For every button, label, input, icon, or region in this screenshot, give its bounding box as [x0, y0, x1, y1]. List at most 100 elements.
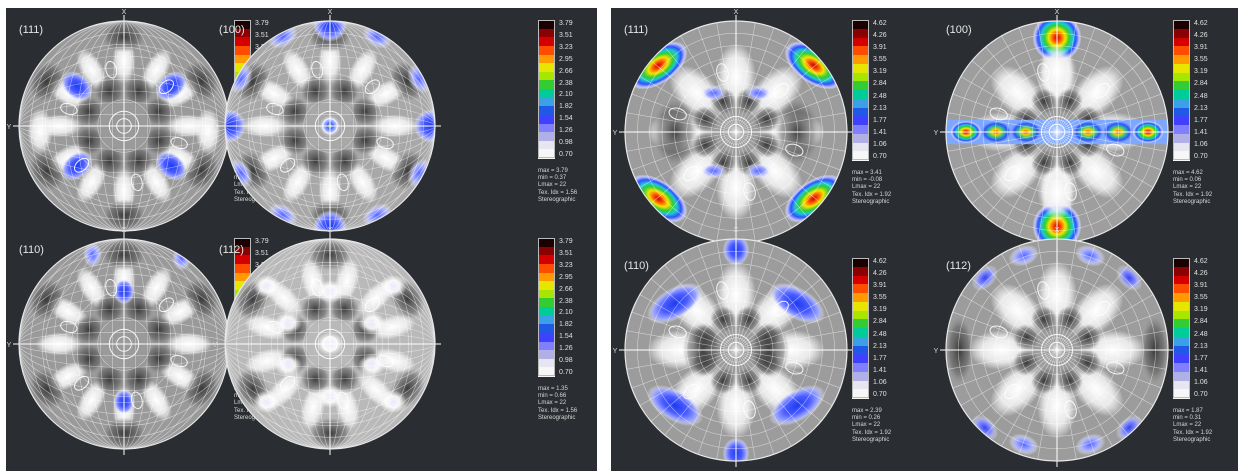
- high-intensity-blob: [20, 399, 39, 425]
- pole-figure-plot: XY: [213, 9, 441, 237]
- color-scale-tick: 2.38: [559, 297, 573, 305]
- color-scale-tick: 2.66: [559, 285, 573, 293]
- color-scale-segment: [852, 142, 869, 152]
- pole-figure-outline: [224, 238, 436, 450]
- color-scale-segment: [852, 301, 869, 311]
- plane-label: (110): [624, 260, 649, 272]
- statistic-line: Lmax = 22: [1173, 422, 1202, 429]
- dark-region: [29, 369, 65, 409]
- statistic-line: max = 2.39: [852, 408, 882, 414]
- pole-figures-panel-left: XY(111)3.793.513.232.952.662.382.101.821…: [6, 8, 597, 471]
- color-scale-segment: [1173, 345, 1190, 355]
- color-scale-segment: [1173, 37, 1190, 47]
- color-scale-tick: 3.79: [255, 238, 269, 245]
- color-scale-segment: [852, 98, 869, 108]
- color-scale-segment: [1173, 20, 1190, 30]
- color-scale-tick: 1.77: [1194, 354, 1208, 362]
- light-region: [282, 48, 313, 91]
- color-scale-tick: 1.41: [873, 366, 887, 374]
- color-scale-tick: 2.84: [873, 80, 887, 88]
- high-intensity-blob: [1008, 244, 1039, 267]
- color-scale-tick: 1.41: [873, 128, 887, 136]
- color-scale-segment: [852, 20, 869, 30]
- high-intensity-blob: [629, 174, 688, 223]
- color-scale-tick: 3.51: [559, 31, 573, 39]
- color-scale-segment: [538, 350, 555, 360]
- statistic-line: max = 3.41: [852, 170, 882, 176]
- y-axis-label: Y: [613, 348, 618, 355]
- color-scale-frame: [852, 20, 869, 160]
- color-scale-segment: [1173, 293, 1190, 303]
- color-scale-tick: 3.55: [1194, 294, 1208, 302]
- color-scale-bar: 3.79 3.51 3.23 2.95 2.66 2.38 2.10 1.82 1.54 1.26…: [538, 20, 586, 159]
- light-region: [282, 161, 313, 204]
- color-scale-segment: [538, 45, 555, 55]
- x-axis-label: X: [734, 9, 739, 16]
- color-scale-tick: 1.41: [1194, 128, 1208, 136]
- color-scale-tick: 3.19: [873, 68, 887, 76]
- color-scale-tick: 0.98: [559, 357, 573, 365]
- plane-label: (111): [19, 24, 44, 36]
- light-region: [76, 161, 107, 204]
- color-scale-tick: 1.26: [559, 345, 573, 353]
- color-scale-tick: 0.70: [873, 153, 887, 160]
- color-scale-segment: [538, 149, 555, 159]
- color-scale-segment: [852, 266, 869, 276]
- color-scale-segment: [852, 345, 869, 355]
- color-scale-segment: [1173, 46, 1190, 56]
- y-axis-label: Y: [934, 130, 939, 137]
- light-region: [141, 161, 172, 204]
- texture-statistics: max = 4.62 min = 0.06 Lmax = 22 Tex. Idx = …: [1173, 170, 1212, 206]
- plane-label: (110): [19, 244, 44, 256]
- statistic-line: max = 1.35: [538, 386, 568, 392]
- light-region: [1068, 143, 1124, 199]
- statistic-line: Tex. Idx = 1.92: [852, 429, 892, 436]
- color-scale-segment: [852, 133, 869, 143]
- high-intensity-blob: [646, 384, 703, 427]
- light-region: [141, 379, 172, 422]
- light-region: [76, 266, 107, 309]
- color-scale-segment: [1173, 380, 1190, 390]
- color-scale-tick: 3.79: [559, 238, 573, 245]
- color-scale-segment: [852, 336, 869, 346]
- high-intensity-blob: [629, 41, 688, 90]
- color-scale-tick: 2.48: [873, 330, 887, 338]
- high-intensity-blob: [769, 384, 826, 427]
- color-scale-segment: [852, 37, 869, 47]
- color-scale-frame: [852, 258, 869, 398]
- reference-axes: [619, 233, 853, 467]
- color-scale-segment: [1173, 328, 1190, 338]
- pole-figure-plot: XY: [7, 9, 235, 237]
- color-scale-segment: [538, 315, 555, 325]
- reference-axes: [219, 233, 441, 455]
- pole-figure-outline: [945, 238, 1169, 462]
- plane-label: (111): [624, 24, 649, 36]
- color-scale-segment: [538, 332, 555, 342]
- color-scale-segment: [1173, 63, 1190, 73]
- plane-label: (112): [219, 244, 244, 256]
- texture-statistics: max = 1.35 min = 0.66 Lmax = 22 Tex. Idx = …: [538, 386, 577, 422]
- color-scale-segment: [852, 275, 869, 285]
- color-scale-tick: 3.55: [873, 56, 887, 64]
- statistic-line: max = 4.62: [1173, 170, 1203, 176]
- color-scale-tick: 1.82: [559, 321, 573, 329]
- color-scale-tick: 4.26: [873, 32, 887, 40]
- y-axis-label: Y: [934, 348, 939, 355]
- pole-figure-plot: XY: [613, 9, 853, 249]
- light-region: [76, 48, 107, 91]
- color-scale-segment: [538, 97, 555, 107]
- color-scale-segment: [1173, 310, 1190, 320]
- plane-label: (112): [946, 260, 971, 272]
- color-scale-segment: [234, 238, 251, 248]
- pole-figure-plot: XY: [613, 227, 853, 467]
- color-scale-tick: 3.19: [1194, 306, 1208, 314]
- color-scale-tick: 2.10: [559, 309, 573, 317]
- color-scale-segment: [1173, 72, 1190, 82]
- color-scale-segment: [1173, 107, 1190, 117]
- light-region: [141, 48, 172, 91]
- color-scale-tick: 0.98: [559, 139, 573, 147]
- color-scale-segment: [852, 389, 869, 399]
- x-axis-label: X: [122, 227, 127, 234]
